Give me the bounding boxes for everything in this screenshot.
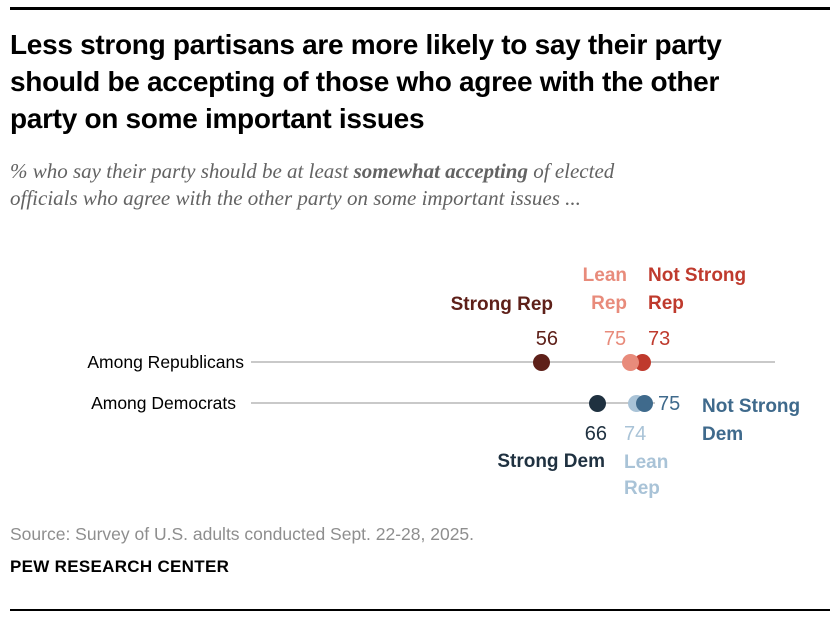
brand-footer: PEW RESEARCH CENTER bbox=[10, 557, 230, 576]
bottom-rule bbox=[10, 609, 830, 611]
category-label-strong-rep: Strong Rep bbox=[450, 294, 553, 315]
subtitle-text: of elected bbox=[527, 159, 615, 183]
category-label-not-strong-dem: Not Strong Dem bbox=[702, 396, 801, 445]
dot-strong-rep bbox=[532, 353, 550, 371]
row-label-democrats: Among Democrats bbox=[91, 393, 236, 413]
top-rule bbox=[10, 7, 830, 10]
value-lean-rep: 75 bbox=[603, 328, 627, 350]
value-not-strong-dem: 75 bbox=[658, 393, 681, 415]
category-label-dem-lean: Lean Rep bbox=[624, 452, 669, 499]
value-strong-rep: 56 bbox=[535, 328, 558, 350]
source-note: Source: Survey of U.S. adults conducted … bbox=[10, 524, 475, 544]
subtitle-text: % who say their party should be at least bbox=[10, 159, 354, 183]
category-label-not-strong-rep: Not Strong Rep bbox=[648, 265, 747, 314]
subtitle-bold-text: somewhat accepting bbox=[353, 159, 528, 183]
dot-lean-rep bbox=[621, 353, 639, 371]
title-line: Less strong partisans are more likely to… bbox=[10, 29, 722, 60]
title-line: party on some important issues bbox=[10, 103, 425, 134]
subtitle-text: officials who agree with the other party… bbox=[10, 186, 581, 210]
row-label-republicans: Among Republicans bbox=[87, 352, 244, 372]
value-not-strong-rep: 73 bbox=[648, 328, 671, 350]
dot-strong-dem bbox=[588, 394, 606, 412]
value-dem-lean: 74 bbox=[624, 423, 647, 445]
page-title: Less strong partisans are more likely to… bbox=[10, 26, 832, 137]
democrats-axis-line bbox=[251, 402, 655, 404]
title-line: should be accepting of those who agree w… bbox=[10, 66, 720, 97]
category-label-lean-rep: Lean Rep bbox=[582, 265, 627, 314]
subtitle: % who say their party should be at least… bbox=[10, 158, 810, 212]
category-label-strong-dem: Strong Dem bbox=[497, 451, 605, 472]
republicans-axis-line bbox=[251, 361, 775, 363]
value-strong-dem: 66 bbox=[584, 423, 607, 445]
dot-not-strong-dem bbox=[635, 394, 653, 412]
